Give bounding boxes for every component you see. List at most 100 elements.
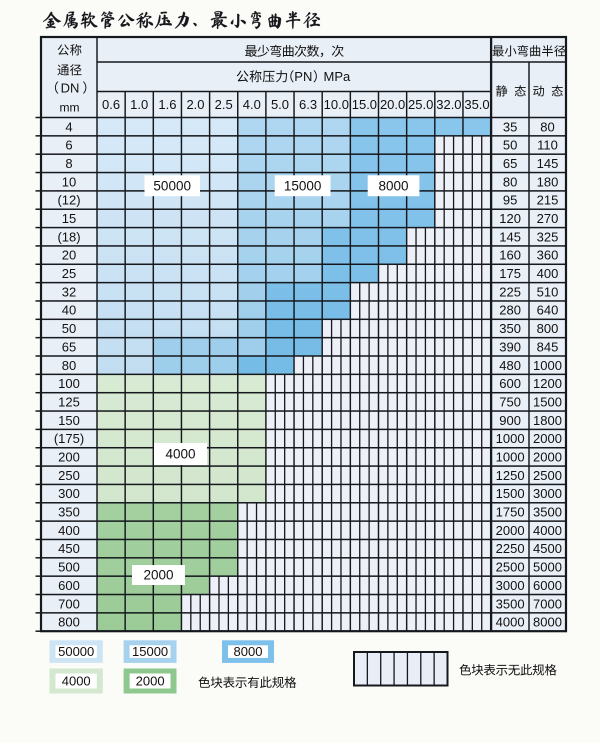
svg-text:2000: 2000	[143, 568, 173, 583]
svg-text:175: 175	[499, 266, 521, 281]
svg-text:2.5: 2.5	[215, 97, 233, 112]
svg-text:32: 32	[62, 284, 76, 299]
svg-text:100: 100	[58, 376, 80, 391]
svg-text:125: 125	[58, 395, 80, 410]
svg-text:20: 20	[62, 248, 76, 263]
svg-text:600: 600	[58, 578, 80, 593]
svg-text:150: 150	[58, 413, 80, 428]
svg-text:10: 10	[62, 174, 76, 189]
svg-text:110: 110	[537, 138, 558, 153]
svg-text:640: 640	[537, 303, 559, 318]
svg-text:160: 160	[499, 248, 521, 263]
svg-text:PN: PN	[294, 69, 312, 84]
svg-text:3500: 3500	[496, 596, 525, 611]
svg-text:600: 600	[499, 376, 521, 391]
svg-text:120: 120	[499, 211, 521, 226]
svg-text:1500: 1500	[533, 395, 562, 410]
svg-text:2.0: 2.0	[186, 97, 204, 112]
svg-text:480: 480	[499, 358, 521, 373]
svg-text:5000: 5000	[533, 560, 562, 575]
svg-text:1.0: 1.0	[130, 97, 148, 112]
svg-text:(18): (18)	[57, 229, 80, 244]
svg-text:35: 35	[503, 119, 517, 134]
svg-text:450: 450	[58, 541, 80, 556]
svg-text:15000: 15000	[132, 644, 168, 659]
svg-text:1750: 1750	[496, 505, 525, 520]
svg-text:145: 145	[537, 156, 559, 171]
svg-text:(175): (175)	[54, 431, 84, 446]
svg-text:8000: 8000	[378, 178, 408, 193]
svg-text:40: 40	[62, 303, 76, 318]
svg-text:200: 200	[58, 450, 80, 465]
svg-text:4.0: 4.0	[243, 97, 261, 112]
svg-text:145: 145	[499, 229, 521, 244]
svg-text:95: 95	[503, 193, 517, 208]
svg-text:300: 300	[58, 486, 80, 501]
svg-text:1.6: 1.6	[158, 97, 176, 112]
svg-text:2000: 2000	[136, 674, 165, 689]
svg-text:800: 800	[58, 615, 80, 630]
svg-text:3000: 3000	[533, 486, 562, 501]
svg-text:65: 65	[62, 339, 76, 354]
svg-text:1200: 1200	[533, 376, 562, 391]
svg-text:25.0: 25.0	[408, 97, 433, 112]
svg-text:2500: 2500	[533, 468, 562, 483]
svg-text:360: 360	[537, 248, 559, 263]
svg-text:15: 15	[62, 211, 76, 226]
svg-text:8000: 8000	[533, 615, 562, 630]
svg-text:7000: 7000	[533, 596, 562, 611]
svg-text:280: 280	[499, 303, 521, 318]
svg-text:15.0: 15.0	[352, 97, 377, 112]
svg-text:2000: 2000	[533, 431, 562, 446]
svg-text:4000: 4000	[165, 447, 195, 462]
svg-text:5.0: 5.0	[271, 97, 289, 112]
svg-text:350: 350	[58, 505, 80, 520]
svg-text:215: 215	[537, 193, 559, 208]
svg-text:10.0: 10.0	[324, 97, 349, 112]
svg-text:750: 750	[499, 395, 521, 410]
svg-text:65: 65	[503, 156, 517, 171]
svg-text:35.0: 35.0	[464, 97, 489, 112]
svg-text:8: 8	[65, 156, 72, 171]
svg-text:3500: 3500	[533, 505, 562, 520]
svg-text:80: 80	[540, 119, 554, 134]
svg-text:900: 900	[499, 413, 521, 428]
svg-text:4000: 4000	[62, 674, 91, 689]
svg-text:1500: 1500	[496, 486, 525, 501]
svg-text:4000: 4000	[533, 523, 562, 538]
svg-text:2500: 2500	[496, 560, 525, 575]
svg-text:50: 50	[503, 138, 517, 153]
svg-text:1000: 1000	[496, 431, 525, 446]
svg-text:DN: DN	[61, 81, 80, 96]
svg-text:15000: 15000	[284, 178, 322, 193]
svg-text:1250: 1250	[496, 468, 525, 483]
svg-text:4000: 4000	[496, 615, 525, 630]
svg-text:400: 400	[537, 266, 559, 281]
svg-text:6000: 6000	[533, 578, 562, 593]
svg-text:325: 325	[537, 229, 559, 244]
svg-text:50000: 50000	[58, 644, 94, 659]
svg-text:32.0: 32.0	[436, 97, 461, 112]
svg-text:390: 390	[499, 339, 521, 354]
svg-text:250: 250	[58, 468, 80, 483]
svg-text:6.3: 6.3	[299, 97, 317, 112]
svg-text:180: 180	[537, 174, 559, 189]
svg-text:500: 500	[58, 560, 80, 575]
svg-text:80: 80	[503, 174, 517, 189]
svg-text:50: 50	[62, 321, 76, 336]
svg-text:50000: 50000	[153, 178, 191, 193]
svg-text:80: 80	[62, 358, 76, 373]
svg-text:510: 510	[537, 284, 559, 299]
svg-text:2000: 2000	[496, 523, 525, 538]
svg-text:4: 4	[65, 119, 72, 134]
svg-text:400: 400	[58, 523, 80, 538]
svg-text:1000: 1000	[533, 358, 562, 373]
svg-text:270: 270	[537, 211, 559, 226]
svg-text:2000: 2000	[533, 450, 562, 465]
svg-text:800: 800	[537, 321, 559, 336]
svg-text:(12): (12)	[57, 193, 80, 208]
svg-text:225: 225	[499, 284, 521, 299]
svg-text:6: 6	[65, 138, 72, 153]
svg-text:700: 700	[58, 596, 80, 611]
svg-text:mm: mm	[60, 101, 80, 115]
